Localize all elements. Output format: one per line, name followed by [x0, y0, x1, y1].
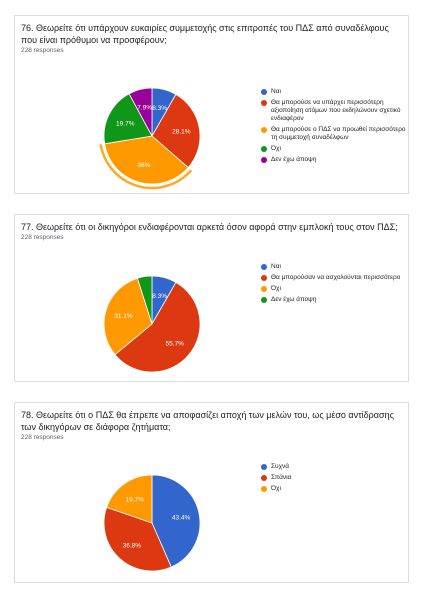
legend-label: Δεν έχω άποψη [271, 156, 317, 163]
legend-label: Σπάνια [271, 474, 292, 481]
pie-slice[interactable] [114, 281, 201, 373]
slice-label: 19.7% [116, 120, 135, 127]
pie-slice[interactable] [103, 506, 172, 572]
legend-label: Θα μπορούσε να υπάρχει περισσότερη αξιοπ… [271, 99, 401, 122]
response-count: 228 responses [21, 434, 64, 441]
slice-label: 43.4% [172, 514, 191, 521]
slice-label: 36.8% [123, 542, 142, 549]
pie-slice[interactable] [106, 474, 153, 524]
pie-slice[interactable] [103, 277, 153, 356]
legend-swatch [261, 475, 267, 481]
legend-label: Όχι [271, 485, 281, 492]
legend-swatch [261, 275, 267, 281]
chart-legend: Συχνά Σπάνια Όχι [261, 463, 411, 496]
legend-item[interactable]: Θα μπορούσε να υπάρχει περισσότερη αξιοπ… [261, 99, 411, 123]
legend-item[interactable]: Θα μπορούσε ο ΠΔΣ να προωθεί περισσότερο… [261, 126, 411, 142]
question-card-2: 77. Θεωρείτε ότι οι δικηγόροι ενδιαφέρον… [14, 214, 409, 382]
slice-label: 7.9% [137, 105, 152, 112]
pie-chart: 43.4% 36.8% 19.7% [103, 474, 201, 572]
legend-item[interactable]: Δεν έχω άποψη [261, 296, 411, 304]
legend-item[interactable]: Ναι [261, 263, 411, 271]
question-title: 78. Θεωρείτε ότι ο ΠΔΣ θα έπρεπε να αποφ… [21, 410, 394, 432]
legend-item[interactable]: Δεν έχω άποψη [261, 156, 411, 164]
legend-swatch [261, 486, 267, 492]
legend-item[interactable]: Θα μπορούσαν να ασχολούνται περισσότερο [261, 274, 411, 282]
question-card-1: 76. Θεωρείτε ότι υπάρχουν ευκαιρίες συμμ… [14, 15, 409, 194]
slice-label: 8.3% [152, 293, 167, 300]
legend-swatch [261, 100, 267, 106]
slice-label: 8.3% [152, 105, 167, 112]
chart-legend: Ναι Θα μπορούσαν να ασχολούνται περισσότε… [261, 263, 411, 307]
legend-label: Ναι [271, 263, 281, 270]
question-title: 77. Θεωρείτε ότι οι δικηγόροι ενδιαφέρον… [21, 222, 398, 232]
question-title: 76. Θεωρείτε ότι υπάρχουν ευκαιρίες συμμ… [21, 23, 389, 45]
legend-swatch [261, 464, 267, 470]
response-count: 228 responses [21, 234, 64, 241]
legend-item[interactable]: Όχι [261, 285, 411, 293]
legend-swatch [261, 146, 267, 152]
legend-label: Θα μπορούσαν να ασχολούνται περισσότερο [271, 274, 401, 281]
chart-legend: Ναι Θα μπορούσε να υπάρχει περισσότερη αξ… [261, 88, 411, 167]
question-card-3: 78. Θεωρείτε ότι ο ΠΔΣ θα έπρεπε να αποφ… [14, 402, 409, 583]
legend-item[interactable]: Συχνά [261, 463, 411, 471]
legend-label: Όχι [271, 285, 281, 292]
legend-label: Θα μπορούσε ο ΠΔΣ να προωθεί περισσότερο… [271, 126, 406, 141]
pie-slice[interactable] [128, 87, 153, 137]
slice-label: 19.7% [126, 496, 145, 503]
legend-swatch [261, 297, 267, 303]
slice-highlight-ring [99, 144, 193, 190]
pie-chart: 8.3% 55.7% 31.1% [103, 275, 201, 373]
legend-label: Συχνά [271, 463, 289, 470]
pie-slice[interactable] [136, 275, 153, 325]
legend-item[interactable]: Όχι [261, 485, 411, 493]
legend-item[interactable]: Ναι [261, 88, 411, 96]
pie-chart: 8.3% 28.1% 36% 19.7% 7.9% [99, 87, 201, 190]
legend-label: Ναι [271, 88, 281, 95]
pie-slice[interactable] [151, 93, 201, 169]
legend-label: Δεν έχω άποψη [271, 296, 317, 303]
pie-slice[interactable] [104, 135, 189, 185]
legend-swatch [261, 89, 267, 95]
slice-label: 31.1% [114, 313, 133, 320]
pie-slice[interactable] [151, 474, 201, 568]
pie-slice[interactable] [103, 93, 153, 145]
legend-swatch [261, 264, 267, 270]
legend-item[interactable]: Σπάνια [261, 474, 411, 482]
slice-label: 36% [137, 162, 150, 169]
legend-swatch [261, 286, 267, 292]
legend-item[interactable]: Όχι [261, 145, 411, 153]
slice-label: 55.7% [166, 341, 185, 348]
legend-swatch [261, 157, 267, 163]
legend-swatch [261, 127, 267, 133]
legend-label: Όχι [271, 145, 281, 152]
slice-label: 28.1% [172, 129, 191, 136]
response-count: 228 responses [21, 47, 64, 54]
